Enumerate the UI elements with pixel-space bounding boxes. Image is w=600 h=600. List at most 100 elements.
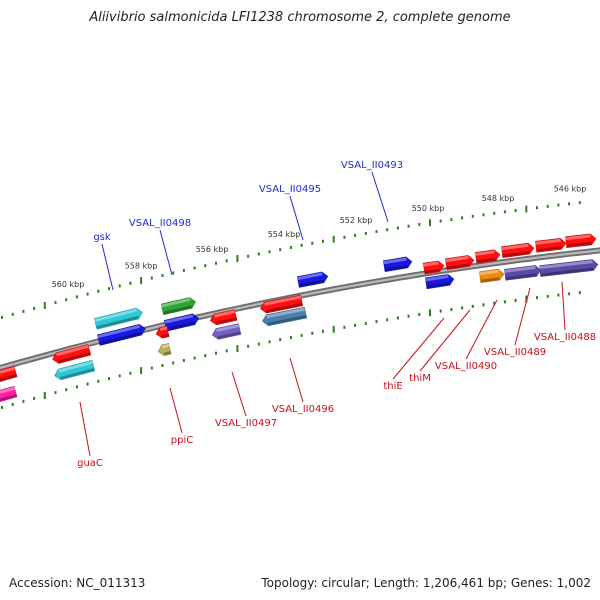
- gene-highlight: [504, 265, 536, 273]
- gene-forward: [422, 260, 445, 275]
- gene-reverse: [0, 385, 18, 403]
- gene-highlight: [94, 308, 137, 322]
- gene-reverse: [155, 325, 170, 339]
- leader-line: [419, 309, 471, 372]
- leader-line: [101, 243, 114, 291]
- leader-line: [514, 287, 531, 346]
- tick-label: 548 kbp: [482, 194, 515, 203]
- gene-reverse: [52, 343, 92, 364]
- gene-forward: [97, 324, 146, 346]
- gene-shadow: [566, 241, 592, 248]
- accession-text: Accession: NC_011313: [9, 576, 146, 590]
- gene-forward: [445, 255, 475, 271]
- gene-forward: [479, 268, 505, 284]
- gene-shadow: [384, 264, 408, 272]
- leader-line: [561, 281, 566, 331]
- gene-forward: [163, 313, 199, 332]
- gene-highlight: [297, 272, 323, 281]
- leader-line: [169, 387, 183, 434]
- gene-shadow: [163, 351, 171, 356]
- gene-highlight: [501, 243, 529, 251]
- gene-highlight: [216, 324, 240, 332]
- gene-highlight: [0, 366, 15, 376]
- tick-label: 554 kbp: [268, 230, 301, 239]
- gene-label: thiE: [383, 381, 402, 392]
- gene-highlight: [56, 344, 89, 357]
- gene-forward: [535, 238, 567, 253]
- gene-highlight: [565, 234, 591, 241]
- tick-label: 550 kbp: [412, 204, 445, 213]
- gene-shadow: [502, 251, 530, 258]
- gene-highlight: [475, 250, 495, 256]
- gene-highlight: [264, 295, 302, 306]
- gene-forward: [565, 233, 597, 248]
- gene-label: ppiC: [171, 435, 193, 446]
- gene-highlight: [214, 310, 236, 318]
- gene-highlight: [164, 314, 194, 324]
- gene-highlight: [161, 343, 170, 349]
- gene-forward: [539, 259, 599, 277]
- gene-label: VSAL_II0495: [259, 184, 321, 195]
- gene-shadow: [0, 393, 17, 403]
- gene-reverse: [0, 365, 18, 383]
- gene-label: VSAL_II0488: [534, 332, 596, 343]
- gene-label: VSAL_II0498: [129, 218, 191, 229]
- tick-label: 558 kbp: [125, 262, 158, 271]
- gene-forward: [504, 265, 542, 281]
- gene-highlight: [425, 274, 449, 282]
- tick-labels: 560 kbp 558 kbp 556 kbp 554 kbp 552 kbp 550 k…: [52, 185, 587, 290]
- gene-reverse: [260, 294, 304, 314]
- gene-highlight: [161, 298, 191, 308]
- gene-label: VSAL_II0489: [484, 347, 546, 358]
- gene-highlight: [383, 257, 407, 265]
- gene-shadow: [536, 246, 562, 252]
- gene-shadow: [215, 317, 237, 325]
- gene-features: [0, 233, 599, 403]
- gene-highlight: [97, 324, 140, 339]
- gene-forward: [382, 256, 413, 272]
- gene-reverse: [209, 309, 238, 326]
- gene-forward: [424, 274, 455, 290]
- leader-line: [371, 171, 389, 223]
- leader-line: [159, 229, 173, 276]
- gene-highlight: [539, 260, 593, 270]
- gene-shadow: [424, 268, 440, 274]
- gene-shadow: [217, 331, 241, 339]
- tick-label: 560 kbp: [52, 280, 85, 289]
- gene-leaders: [79, 171, 566, 457]
- gene-reverse: [54, 359, 96, 381]
- leader-line: [289, 357, 304, 403]
- leader-line: [289, 195, 304, 241]
- gene-highlight: [423, 261, 439, 267]
- gene-label: VSAL_II0496: [272, 404, 334, 415]
- gene-forward: [94, 307, 143, 330]
- gene-label: guaC: [77, 458, 103, 469]
- gene-shadow: [265, 302, 303, 313]
- leader-line: [392, 317, 445, 380]
- gene-label: VSAL_II0497: [215, 418, 277, 429]
- gene-highlight: [266, 307, 306, 319]
- page-title: Aliivibrio salmonicida LFI1238 chromosom…: [89, 10, 511, 25]
- gene-highlight: [58, 360, 93, 373]
- tick-label: 552 kbp: [340, 216, 373, 225]
- gene-shadow: [60, 368, 95, 380]
- gene-reverse: [157, 343, 172, 357]
- gene-labels: gsk VSAL_II0498 VSAL_II0495 VSAL_II0493 guaC…: [77, 160, 596, 469]
- gene-label: VSAL_II0493: [341, 160, 403, 171]
- gene-shadow: [476, 257, 496, 263]
- tick-dots: [1, 201, 581, 409]
- gene-forward: [475, 249, 501, 264]
- gene-shadow: [161, 333, 169, 338]
- gene-shadow: [99, 332, 142, 345]
- gene-highlight: [0, 386, 15, 396]
- gene-highlight: [445, 255, 469, 263]
- gene-label: gsk: [93, 232, 111, 243]
- gene-shadow: [267, 315, 307, 326]
- gene-label: VSAL_II0490: [435, 361, 497, 372]
- gene-shadow: [505, 273, 537, 280]
- gene-label: thiM: [409, 373, 431, 384]
- gene-shadow: [540, 267, 594, 277]
- gene-shadow: [166, 321, 195, 331]
- gene-shadow: [96, 315, 139, 329]
